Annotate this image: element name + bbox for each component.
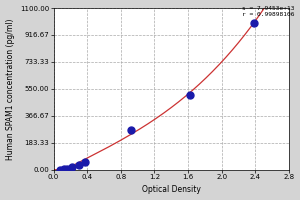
Point: [61, 168, 66, 171]
X-axis label: Optical Density: Optical Density: [142, 185, 201, 194]
Point: [83, 160, 88, 163]
Point: [76, 163, 81, 167]
Point: [128, 128, 133, 132]
Point: [187, 93, 192, 96]
Text: s = 7.9453e+13
r = 0.99898106: s = 7.9453e+13 r = 0.99898106: [242, 6, 294, 17]
Point: [70, 165, 74, 169]
Y-axis label: Human SPAM1 concentration (pg/ml): Human SPAM1 concentration (pg/ml): [6, 18, 15, 160]
Point: [58, 168, 63, 171]
Point: [64, 167, 69, 170]
Point: [251, 21, 256, 24]
